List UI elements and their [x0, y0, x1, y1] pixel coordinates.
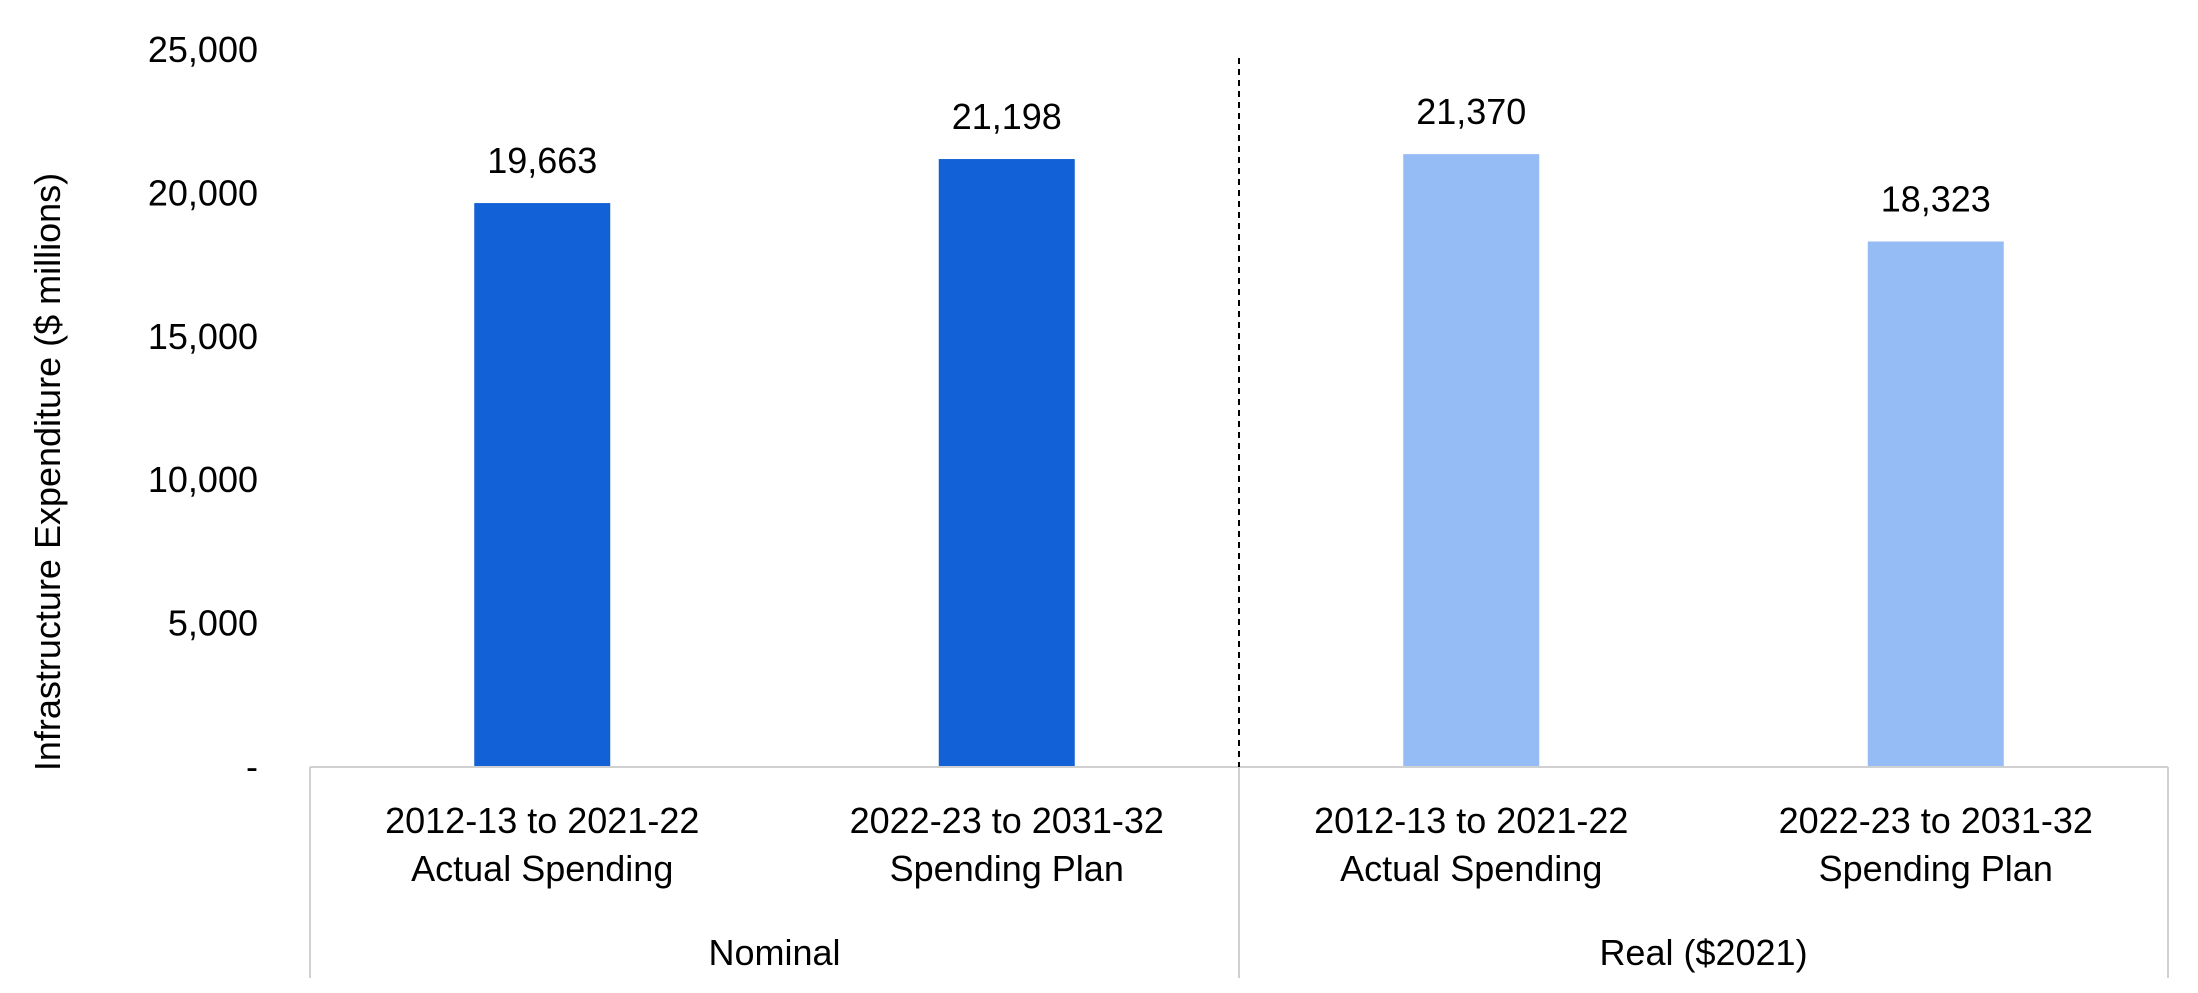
y-tick-label: 20,000 — [148, 172, 258, 213]
category-label: 2012-13 to 2021-22 — [1314, 800, 1628, 841]
data-labels: 19,663 21,198 21,370 18,323 — [487, 91, 1991, 219]
category-label: Spending Plan — [890, 848, 1124, 889]
axis-lines — [309, 58, 2169, 978]
bar — [1403, 154, 1540, 767]
category-label: Actual Spending — [411, 848, 673, 889]
bar-value-label: 21,370 — [1416, 91, 1526, 132]
y-tick-label: 5,000 — [168, 603, 258, 644]
y-tick-label: 10,000 — [148, 459, 258, 500]
category-labels: 2012-13 to 2021-22 Actual Spending 2022-23… — [385, 800, 2093, 889]
category-label: Actual Spending — [1340, 848, 1602, 889]
bar — [938, 159, 1075, 767]
bars — [474, 154, 2004, 768]
group-label: Nominal — [708, 932, 840, 973]
category-label: 2012-13 to 2021-22 — [385, 800, 699, 841]
y-tick-label: 25,000 — [148, 29, 258, 70]
category-label: 2022-23 to 2031-32 — [1779, 800, 2093, 841]
y-tick-label: 15,000 — [148, 316, 258, 357]
bar-value-label: 18,323 — [1881, 178, 1991, 219]
category-label: 2022-23 to 2031-32 — [850, 800, 1164, 841]
y-tick-label: - — [246, 746, 258, 787]
bar-value-label: 19,663 — [487, 140, 597, 181]
y-axis-ticks: - 5,000 10,000 15,000 20,000 25,000 — [148, 29, 258, 787]
bar-value-label: 21,198 — [952, 96, 1062, 137]
bar — [474, 203, 611, 767]
y-axis-label: Infrastructure Expenditure ($ millions) — [27, 173, 68, 771]
category-label: Spending Plan — [1819, 848, 2053, 889]
group-labels: Nominal Real ($2021) — [708, 932, 1807, 973]
bar — [1867, 241, 2004, 768]
group-label: Real ($2021) — [1599, 932, 1807, 973]
